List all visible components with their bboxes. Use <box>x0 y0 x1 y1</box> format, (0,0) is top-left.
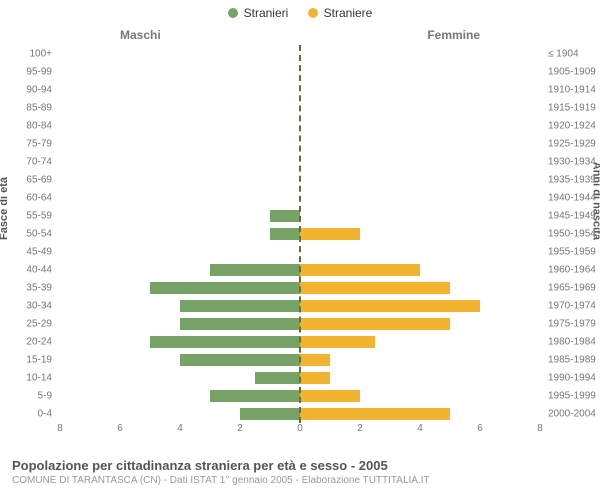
section-title-female: Femmine <box>427 28 480 42</box>
birth-year-label: 1940-1944 <box>548 193 596 204</box>
x-tick: 8 <box>537 423 543 434</box>
birth-year-label: 1965-1969 <box>548 283 596 294</box>
x-tick: 0 <box>297 423 303 434</box>
age-label: 90-94 <box>26 85 52 96</box>
x-tick: 8 <box>57 423 63 434</box>
age-label: 35-39 <box>26 283 52 294</box>
x-axis: 8 6 4 2 0 2 4 6 8 <box>60 423 540 437</box>
section-title-male: Maschi <box>120 28 161 42</box>
age-label: 25-29 <box>26 319 52 330</box>
age-label: 20-24 <box>26 337 52 348</box>
age-label: 95-99 <box>26 67 52 78</box>
population-pyramid-chart: Stranieri Straniere Maschi Femmine Fasce… <box>0 0 600 500</box>
age-label: 75-79 <box>26 139 52 150</box>
bar-male <box>180 318 300 331</box>
bar-male <box>210 390 300 403</box>
age-label: 50-54 <box>26 229 52 240</box>
bar-male <box>255 372 300 385</box>
bar-female <box>300 264 420 277</box>
age-label: 55-59 <box>26 211 52 222</box>
chart-subtitle: COMUNE DI TARANTASCA (CN) - Dati ISTAT 1… <box>12 475 430 486</box>
birth-year-label: 1975-1979 <box>548 319 596 330</box>
bar-female <box>300 318 450 331</box>
bar-male <box>240 408 300 421</box>
x-tick: 6 <box>117 423 123 434</box>
birth-year-label: 1910-1914 <box>548 85 596 96</box>
birth-year-label: 1935-1939 <box>548 175 596 186</box>
birth-year-label: 1920-1924 <box>548 121 596 132</box>
birth-year-label: 1995-1999 <box>548 391 596 402</box>
age-label: 80-84 <box>26 121 52 132</box>
birth-year-label: 1955-1959 <box>548 247 596 258</box>
chart-title: Popolazione per cittadinanza straniera p… <box>12 458 430 473</box>
x-tick: 2 <box>357 423 363 434</box>
y-axis-title-left: Fasce di età <box>0 177 10 240</box>
legend: Stranieri Straniere <box>0 6 600 21</box>
age-label: 100+ <box>29 49 52 60</box>
bar-female <box>300 354 330 367</box>
bar-female <box>300 390 360 403</box>
bar-female <box>300 228 360 241</box>
birth-year-label: 1990-1994 <box>548 373 596 384</box>
birth-year-label: 1915-1919 <box>548 103 596 114</box>
x-tick: 6 <box>477 423 483 434</box>
bar-female <box>300 282 450 295</box>
legend-label-male: Stranieri <box>244 6 289 20</box>
birth-year-label: 1925-1929 <box>548 139 596 150</box>
legend-item-female: Straniere <box>308 6 373 20</box>
age-label: 85-89 <box>26 103 52 114</box>
legend-label-female: Straniere <box>324 6 373 20</box>
bar-male <box>180 354 300 367</box>
birth-year-label: 1945-1949 <box>548 211 596 222</box>
bar-male <box>270 228 300 241</box>
birth-year-label: 1970-1974 <box>548 301 596 312</box>
legend-swatch-female <box>308 8 318 18</box>
bar-male <box>210 264 300 277</box>
birth-year-label: 1930-1934 <box>548 157 596 168</box>
birth-year-label: ≤ 1904 <box>548 49 579 60</box>
chart-footer: Popolazione per cittadinanza straniera p… <box>12 458 430 486</box>
birth-year-label: 1960-1964 <box>548 265 596 276</box>
bar-male <box>180 300 300 313</box>
x-tick: 4 <box>177 423 183 434</box>
x-tick: 4 <box>417 423 423 434</box>
age-label: 60-64 <box>26 193 52 204</box>
birth-year-label: 2000-2004 <box>548 409 596 420</box>
bar-female <box>300 300 480 313</box>
age-label: 15-19 <box>26 355 52 366</box>
bar-male <box>270 210 300 223</box>
age-label: 30-34 <box>26 301 52 312</box>
x-tick: 2 <box>237 423 243 434</box>
age-label: 40-44 <box>26 265 52 276</box>
birth-year-label: 1950-1954 <box>548 229 596 240</box>
age-label: 5-9 <box>38 391 52 402</box>
bar-male <box>150 336 300 349</box>
center-line <box>299 45 301 423</box>
legend-item-male: Stranieri <box>228 6 289 20</box>
birth-year-label: 1980-1984 <box>548 337 596 348</box>
age-label: 65-69 <box>26 175 52 186</box>
birth-year-label: 1985-1989 <box>548 355 596 366</box>
age-label: 10-14 <box>26 373 52 384</box>
birth-year-label: 1905-1909 <box>548 67 596 78</box>
bar-male <box>150 282 300 295</box>
age-label: 45-49 <box>26 247 52 258</box>
age-label: 0-4 <box>38 409 52 420</box>
plot-area: 100+≤ 190495-991905-190990-941910-191485… <box>60 45 540 423</box>
age-label: 70-74 <box>26 157 52 168</box>
bar-female <box>300 336 375 349</box>
legend-swatch-male <box>228 8 238 18</box>
bar-female <box>300 408 450 421</box>
bar-female <box>300 372 330 385</box>
